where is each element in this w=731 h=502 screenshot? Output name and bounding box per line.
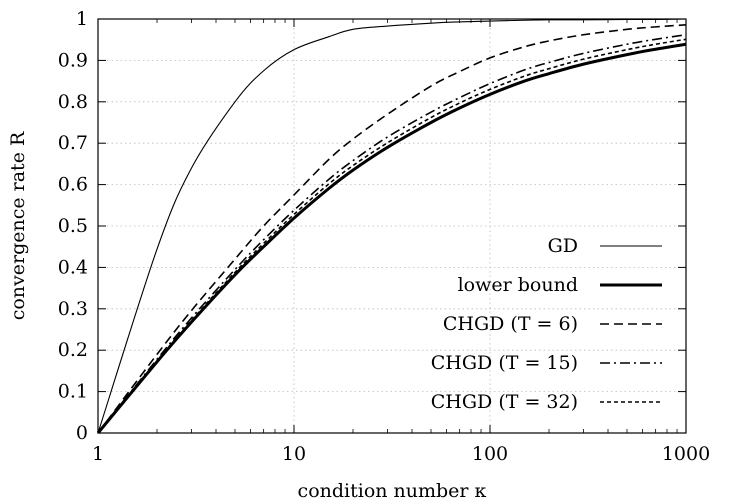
y-tick-label: 0.6	[58, 174, 88, 196]
y-tick-label: 0.3	[58, 298, 88, 320]
y-tick-label: 0.8	[58, 91, 88, 113]
y-tick-label: 0.4	[58, 256, 88, 278]
y-tick-label: 1	[76, 8, 88, 30]
ticks	[97, 18, 687, 434]
x-tick-label: 1000	[662, 443, 710, 465]
x-axis-title: condition number κ	[298, 480, 487, 502]
y-tick-label: 0.1	[58, 381, 88, 403]
series-line-chgd-t-6	[97, 24, 687, 434]
y-tick-label: 0.2	[58, 339, 88, 361]
x-tick-label: 10	[282, 443, 306, 465]
tick-labels: 0 0.1 0.2 0.3 0.4 0.5 0.6 0.7 0.8 0.9 1 1 10 100 1000	[58, 8, 710, 465]
legend-label-chgd-t-6: CHGD (T = 6)	[443, 313, 578, 335]
series-line-chgd-t-32	[97, 38, 687, 434]
y-tick-label: 0.9	[58, 49, 88, 71]
y-tick-label: 0.5	[58, 215, 88, 237]
series-line-lower-bound	[96, 42, 687, 434]
y-tick-label: 0.7	[58, 132, 88, 154]
legend-label-gd: GD	[548, 235, 578, 257]
legend-label-chgd-t-15: CHGD (T = 15)	[431, 352, 578, 374]
y-axis-title: convergence rate R	[7, 131, 29, 320]
legend-label-lower-bound: lower bound	[458, 274, 578, 296]
x-tick-label: 1	[92, 443, 104, 465]
x-tick-label: 100	[472, 443, 508, 465]
y-tick-label: 0	[76, 422, 88, 444]
legend: GD lower bound CHGD (T = 6) CHGD (T = 15) CH…	[431, 235, 662, 413]
legend-label-chgd-t-32: CHGD (T = 32)	[431, 391, 578, 413]
